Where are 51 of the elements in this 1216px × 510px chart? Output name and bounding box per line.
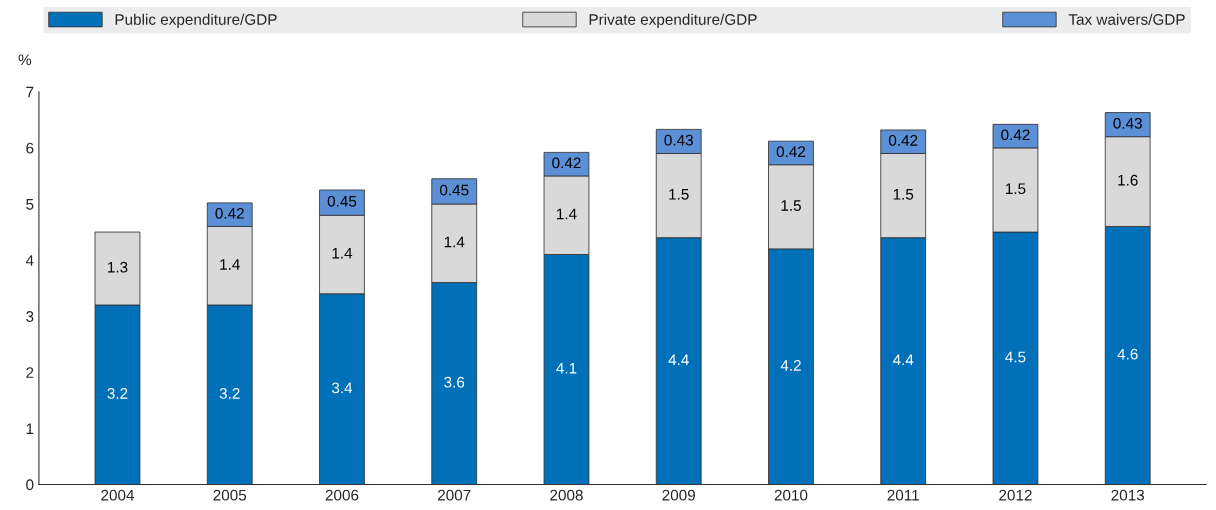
data-label: 4.2 [780,359,801,371]
legend-label: Public expenditure/GDP [115,13,277,28]
x-tick-label: 2010 [774,489,808,501]
data-label: 1.5 [669,189,689,200]
y-tick-label: 5 [26,199,34,210]
data-label: 3.2 [219,388,240,399]
data-label: 0.42 [552,157,581,169]
data-label: 1.5 [781,200,801,211]
x-tick-label: 2008 [550,489,583,501]
data-label: 0.42 [215,207,244,219]
data-label: 1.3 [108,261,128,273]
x-tick-label: 2006 [325,489,359,501]
x-tick-label: 2012 [999,489,1032,501]
data-label: 3.6 [444,376,465,388]
data-label: 1.4 [332,247,353,259]
data-label: 0.45 [327,195,357,207]
y-tick-label: 0 [26,479,34,491]
x-tick-label: 2007 [438,489,471,501]
data-label: 1.4 [444,236,465,248]
data-label: 4.1 [556,362,577,374]
data-label: 3.2 [107,388,128,399]
data-label: 1.4 [220,259,240,270]
x-tick-label: 2013 [1111,489,1145,501]
y-axis-title: % [18,54,32,66]
data-label: 0.42 [888,135,918,146]
data-label: 1.6 [1118,174,1138,186]
data-label: 4.6 [1117,348,1138,360]
y-tick-label: 4 [25,255,34,266]
data-label: 3.4 [331,382,353,394]
data-label: 0.42 [1001,129,1030,141]
y-tick-label: 1 [26,423,34,434]
x-tick-label: 2005 [213,489,247,501]
data-label: 1.4 [557,208,577,220]
x-tick-label: 2009 [662,489,695,501]
x-tick-label: 2004 [101,489,135,501]
data-label: 0.42 [776,146,806,158]
data-label: 4.4 [668,354,689,366]
data-label: 4.4 [892,354,914,366]
data-label: 0.43 [1113,117,1142,129]
legend-label: Private expenditure/GDP [589,13,757,28]
legend-label: Tax waivers/GDP [1068,13,1185,25]
data-label: 1.5 [1006,183,1026,195]
y-tick-label: 3 [26,311,34,322]
data-label: 0.43 [664,134,693,146]
data-label: 1.5 [893,189,914,200]
data-label: 4.5 [1005,351,1026,363]
x-tick-label: 2011 [887,489,919,501]
y-tick-label: 6 [26,142,34,154]
data-label: 0.45 [439,184,469,196]
y-tick-label: 7 [26,86,34,98]
y-tick-label: 2 [26,367,34,378]
